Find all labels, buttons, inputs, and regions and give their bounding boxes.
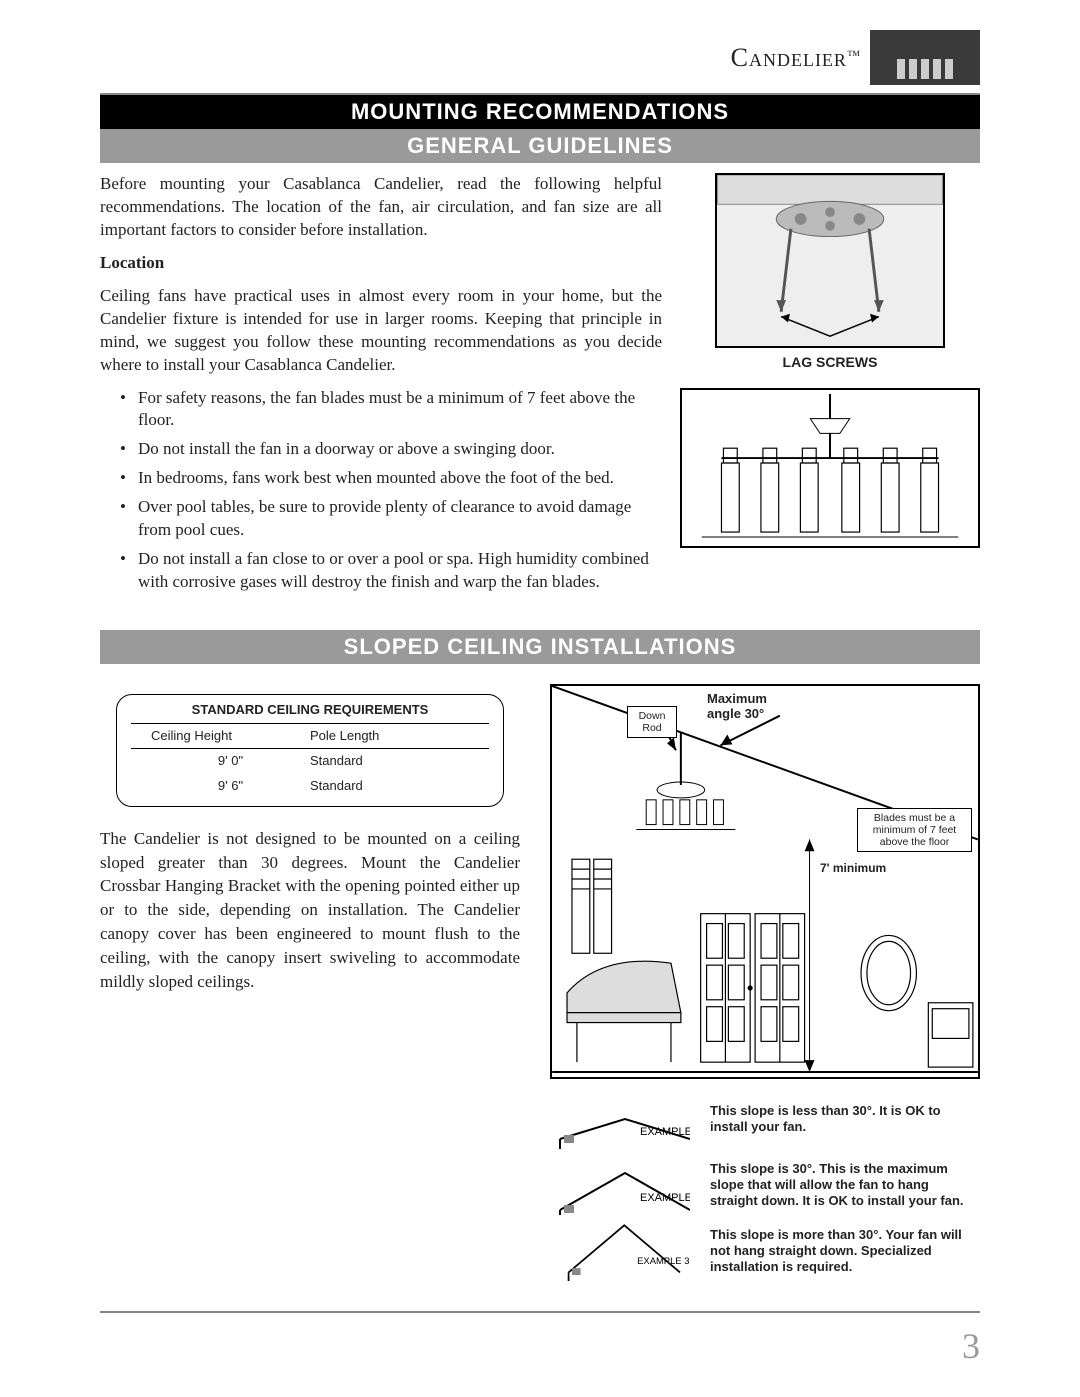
svg-text:EXAMPLE 3: EXAMPLE 3 <box>637 1255 689 1266</box>
blade-height-callout: Blades must be a minimum of 7 feet above… <box>857 808 972 852</box>
table-row: 9' 0" Standard <box>117 749 503 773</box>
roof-icon: EXAMPLE 3 <box>550 1221 690 1281</box>
location-heading: Location <box>100 253 164 272</box>
down-rod-label: Down Rod <box>627 706 677 738</box>
header-row: Candelier™ <box>100 30 980 85</box>
sloped-banner: SLOPED CEILING INSTALLATIONS <box>100 630 980 664</box>
location-intro: Ceiling fans have practical uses in almo… <box>100 285 662 377</box>
table-row: 9' 6" Standard <box>117 774 503 798</box>
svg-text:EXAMPLE 1: EXAMPLE 1 <box>640 1126 690 1138</box>
bullet-item: Over pool tables, be sure to provide ple… <box>120 496 652 542</box>
brand-tm: ™ <box>847 47 860 62</box>
table-title: STANDARD CEILING REQUIREMENTS <box>131 701 489 724</box>
table-col-header: Ceiling Height <box>151 727 310 745</box>
brand-text: Candelier <box>731 43 847 72</box>
lag-screws-figure <box>715 173 945 348</box>
requirements-table: STANDARD CEILING REQUIREMENTS Ceiling He… <box>116 694 504 807</box>
lag-screws-label: LAG SCREWS <box>680 354 980 370</box>
bullet-item: Do not install a fan close to or over a … <box>120 548 652 594</box>
subtitle-banner: GENERAL GUIDELINES <box>100 129 980 163</box>
intro-paragraph: Before mounting your Casablanca Candelie… <box>100 173 662 242</box>
sloped-paragraph: The Candelier is not designed to be moun… <box>100 827 520 994</box>
brand-name: Candelier™ <box>731 43 860 73</box>
slope-examples: EXAMPLE 1 This slope is less than 30°. I… <box>550 1089 980 1281</box>
bullet-item: For safety reasons, the fan blades must … <box>120 387 652 433</box>
example-text: This slope is 30°. This is the maximum s… <box>710 1161 980 1210</box>
bullet-item: Do not install the fan in a doorway or a… <box>120 438 652 461</box>
roof-icon: EXAMPLE 1 <box>550 1089 690 1149</box>
page-number: 3 <box>962 1325 980 1367</box>
bullet-item: In bedrooms, fans work best when mounted… <box>120 467 652 490</box>
table-col-header: Pole Length <box>310 727 469 745</box>
max-angle-label: Maximum angle 30° <box>707 691 767 721</box>
example-row: EXAMPLE 1 This slope is less than 30°. I… <box>550 1089 980 1149</box>
example-text: This slope is less than 30°. It is OK to… <box>710 1103 980 1136</box>
svg-text:EXAMPLE 2: EXAMPLE 2 <box>640 1192 690 1204</box>
example-row: EXAMPLE 3 This slope is more than 30°. Y… <box>550 1221 980 1281</box>
min-height-label: 7' minimum <box>820 861 886 875</box>
general-guidelines-text: Before mounting your Casablanca Candelie… <box>100 173 662 600</box>
example-text: This slope is more than 30°. Your fan wi… <box>710 1227 980 1276</box>
title-banner: MOUNTING RECOMMENDATIONS <box>100 95 980 129</box>
brand-logo-icon <box>870 30 980 85</box>
bottom-rule <box>100 1311 980 1313</box>
roof-icon: EXAMPLE 2 <box>550 1155 690 1215</box>
guideline-bullets: For safety reasons, the fan blades must … <box>100 387 662 595</box>
room-diagram: Down Rod Maximum angle 30° 7' minimum Bl… <box>550 684 980 1079</box>
chandelier-figure <box>680 388 980 548</box>
example-row: EXAMPLE 2 This slope is 30°. This is the… <box>550 1155 980 1215</box>
